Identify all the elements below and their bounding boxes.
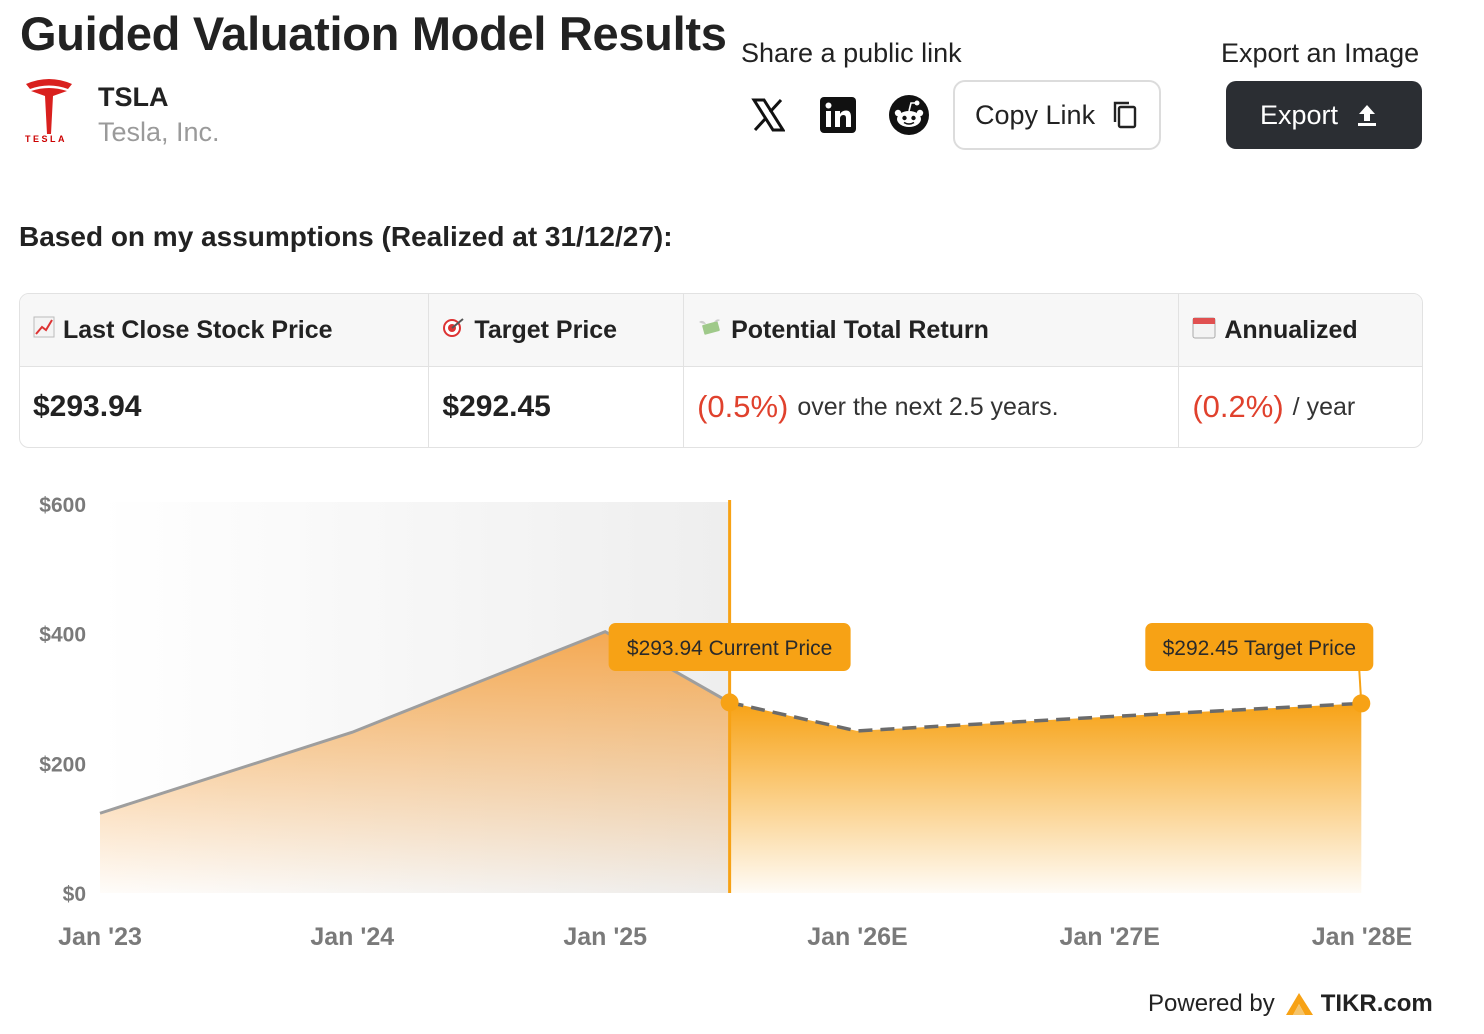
x-tick-label: Jan '23 (58, 923, 142, 951)
x-tick-label: Jan '28E (1312, 923, 1412, 951)
reddit-icon[interactable] (888, 94, 930, 136)
calendar-icon (1192, 315, 1216, 345)
annualized-column: Annualized (0.2%) / year (1179, 294, 1422, 447)
svg-text:$293.94 Current Price: $293.94 Current Price (627, 637, 832, 660)
last-close-header: Last Close Stock Price (20, 294, 429, 367)
annualized-unit: / year (1292, 392, 1356, 421)
money-wings-icon (697, 316, 723, 344)
annualized-percent: (0.2%) (1192, 389, 1284, 424)
annualized-header: Annualized (1179, 294, 1422, 367)
y-tick-label: $0 (63, 883, 86, 906)
x-tick-label: Jan '26E (807, 923, 907, 951)
return-percent: (0.5%) (697, 389, 789, 424)
ticker-symbol: TSLA (98, 82, 169, 112)
tikr-brand: TIKR.com (1320, 990, 1433, 1017)
target-column: Target Price $292.45 (429, 294, 685, 447)
forecast-line (729, 700, 1362, 733)
target-value: $292.45 (442, 390, 551, 423)
x-icon[interactable] (747, 94, 789, 136)
annualized-value: (0.2%) / year (1179, 367, 1422, 447)
historical-area (100, 631, 730, 893)
return-description: over the next 2.5 years. (797, 392, 1059, 421)
valuation-chart: $0 $200 $400 $600 Jan '23 Jan '24 Jan '25 Jan '… (39, 494, 1412, 951)
y-tick-label: $200 (39, 753, 86, 776)
linkedin-icon[interactable] (817, 94, 859, 136)
return-column: Potential Total Return (0.5%) over the n… (684, 294, 1180, 447)
svg-text:$292.45 Target Price: $292.45 Target Price (1163, 637, 1356, 660)
page-title: Guided Valuation Model Results (20, 7, 727, 60)
target-icon (442, 316, 466, 344)
copy-link-label: Copy Link (975, 99, 1096, 130)
copy-link-button[interactable]: Copy Link (953, 80, 1161, 150)
last-close-column: Last Close Stock Price $293.94 (20, 294, 430, 447)
export-label: Export an Image (1221, 38, 1420, 68)
logo-wordmark: TESLA (25, 134, 68, 144)
export-button-label: Export (1260, 99, 1339, 130)
last-close-value: $293.94 (33, 390, 142, 423)
powered-by: Powered by TIKR.com (1148, 990, 1433, 1018)
forecast-area (729, 702, 1362, 893)
return-value: (0.5%) over the next 2.5 years. (684, 367, 1178, 447)
x-tick-label: Jan '25 (563, 923, 647, 951)
chart-up-icon (33, 316, 55, 344)
powered-by-label: Powered by (1148, 990, 1275, 1017)
y-tick-label: $600 (39, 494, 86, 517)
copy-icon (1111, 100, 1139, 130)
company-header: TESLA TSLA Tesla, Inc. (22, 76, 220, 148)
y-tick-label: $400 (39, 624, 86, 647)
target-price-annotation: $292.45 Target Price (1145, 623, 1374, 713)
assumptions-heading: Based on my assumptions (Realized at 31/… (19, 221, 673, 252)
return-header: Potential Total Return (684, 294, 1179, 367)
upload-icon (1356, 103, 1378, 127)
annotation-point (1352, 694, 1371, 713)
share-label: Share a public link (741, 38, 962, 68)
target-header: Target Price (429, 294, 684, 367)
current-price-annotation: $293.94 Current Price (608, 623, 851, 712)
x-tick-label: Jan '27E (1060, 923, 1160, 951)
summary-table: Last Close Stock Price $293.94 Target Pr… (19, 293, 1423, 448)
tesla-logo-icon: TESLA (22, 76, 78, 146)
annotation-point (720, 693, 739, 712)
company-name: Tesla, Inc. (98, 117, 220, 147)
export-button[interactable]: Export (1226, 81, 1422, 149)
x-tick-label: Jan '24 (310, 923, 394, 951)
tikr-logo-icon (1285, 992, 1315, 1016)
